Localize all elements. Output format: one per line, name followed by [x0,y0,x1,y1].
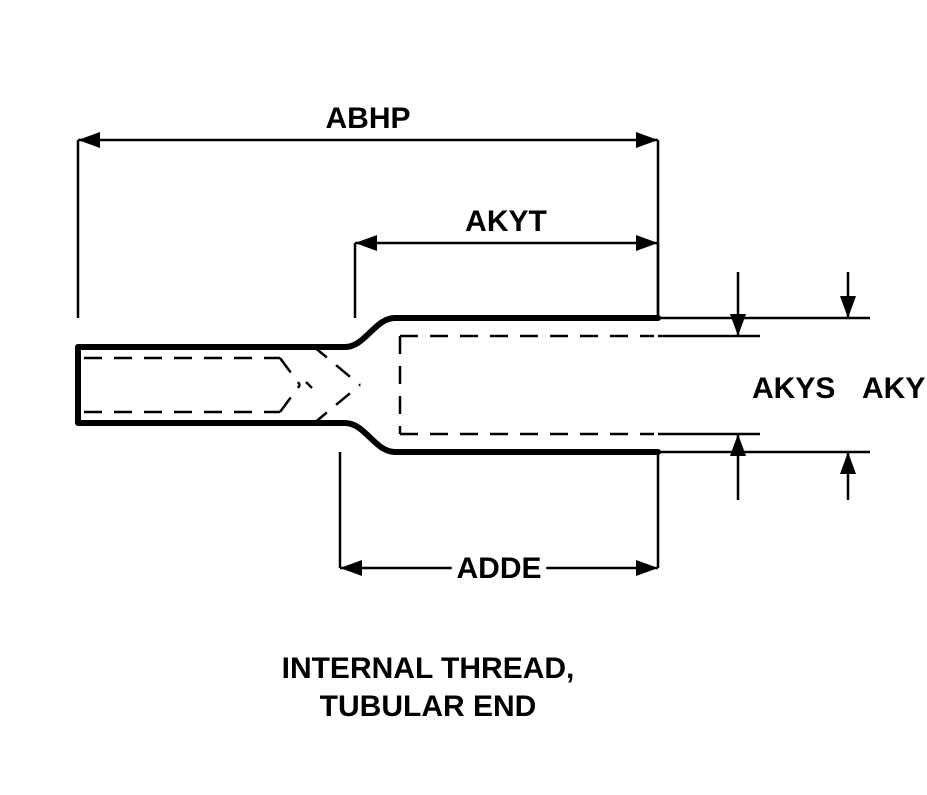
hidden-lines [84,336,654,434]
caption-line1: INTERNAL THREAD, [282,652,575,685]
technical-diagram: ABHP AKYT ADDE AKYS AKYR INTERNAL THREAD, TUBU… [0,0,927,795]
dim-adde-label: ADDE [456,552,541,585]
dim-akys [658,272,760,500]
dim-abhp-label: ABHP [325,102,410,135]
dim-akyt-label: AKYT [465,205,547,238]
caption-line2: TUBULAR END [320,690,537,723]
dim-akyr-label: AKYR [862,372,927,405]
part-outline [78,318,658,452]
dim-akys-label: AKYS [752,372,835,405]
